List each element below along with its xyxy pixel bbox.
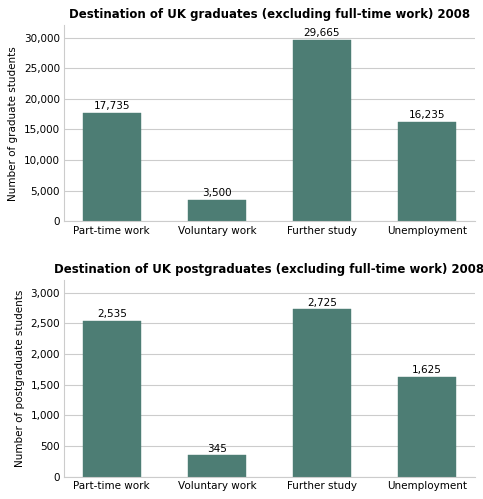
- Title: Destination of UK graduates (excluding full-time work) 2008: Destination of UK graduates (excluding f…: [69, 8, 470, 21]
- Text: 29,665: 29,665: [304, 28, 340, 38]
- Bar: [83, 113, 141, 222]
- Text: 3,500: 3,500: [202, 188, 232, 198]
- Bar: [293, 39, 351, 222]
- Text: 345: 345: [207, 444, 227, 454]
- Y-axis label: Number of postgraduate students: Number of postgraduate students: [15, 290, 25, 467]
- Bar: [398, 377, 456, 477]
- Y-axis label: Number of graduate students: Number of graduate students: [8, 46, 18, 201]
- Text: 16,235: 16,235: [409, 110, 445, 120]
- Bar: [293, 309, 351, 477]
- Text: 2,535: 2,535: [97, 309, 127, 319]
- Bar: [188, 456, 246, 477]
- Text: 1,625: 1,625: [412, 365, 442, 375]
- Bar: [83, 321, 141, 477]
- Bar: [398, 122, 456, 222]
- Title: Destination of UK postgraduates (excluding full-time work) 2008: Destination of UK postgraduates (excludi…: [55, 263, 483, 276]
- Bar: [188, 200, 246, 222]
- Text: 2,725: 2,725: [307, 297, 337, 307]
- Text: 17,735: 17,735: [94, 101, 130, 111]
